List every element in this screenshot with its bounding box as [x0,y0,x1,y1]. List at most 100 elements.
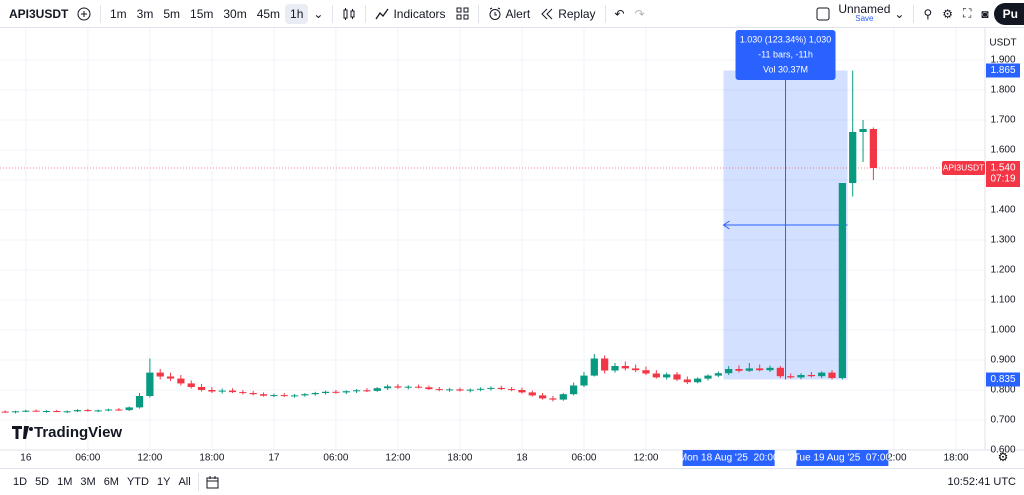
replay-button[interactable]: Replay [535,4,600,24]
interval-button[interactable]: 1m [110,6,127,21]
candle-body [352,390,361,392]
interval-button[interactable]: 1h [285,3,309,24]
candle-body [642,370,650,374]
y-tick-label: 0.800 [990,385,1015,396]
candle-body [146,372,154,396]
time-label-box [682,450,775,466]
alert-icon [489,7,500,20]
candle-body [311,393,319,395]
y-tick-label: 1.300 [990,235,1015,246]
measure-text: 1.030 (123.34%) 1,030 [740,34,832,44]
interval-menu[interactable]: ⌄ [313,6,324,21]
axis-settings[interactable]: ⚙ [998,450,1009,464]
interval-group: 1m 3m 5m 15m 30m 45m 1h [105,3,309,24]
candle-body [549,398,557,400]
range-button[interactable]: 1D [13,476,28,488]
candle-body [590,358,598,376]
range-button[interactable]: All [178,476,191,488]
measure-tooltip [735,30,836,80]
date-range-button[interactable] [203,474,222,491]
time-label-box [796,450,889,466]
grid-icon [456,7,468,20]
candle-body [580,375,588,386]
separator [100,4,101,23]
range-group: 1D 5D 1M 3M 6M YTD 1Y All [10,474,194,490]
chart-type-button[interactable] [337,4,361,24]
settings-button[interactable]: ⚙ [942,6,953,21]
candle-body [632,368,640,371]
candle-body [197,387,206,390]
symbol: API3USDT [9,6,69,21]
x-tick-label: 17 [268,453,280,464]
candle-body [104,409,113,411]
snapshot-button[interactable]: ◙ [981,6,989,21]
candle-body [218,390,226,392]
interval-button[interactable]: 45m [256,6,281,21]
candle-body [787,376,795,378]
candle-body [270,395,278,397]
candle-body [621,366,629,369]
measure-high-label-box [986,63,1020,78]
symbol-price-label: API3USDT [943,162,985,172]
x-tick-label: 18:00 [447,453,472,464]
candle-body [363,390,371,392]
bottom-bar: 1D 5D 1M 3M 6M YTD 1Y All 10:52:41 UTC [0,468,1024,495]
separator [477,4,479,23]
candle-body [135,396,144,408]
candle-body [177,378,185,384]
indicators-button[interactable]: Indicators [370,4,450,24]
interval-button[interactable]: 30m [223,6,247,21]
candle-body [838,183,846,378]
range-button[interactable]: 1Y [156,476,171,488]
publish-button[interactable]: Pu [993,2,1024,25]
candle-body [559,394,567,400]
compare-button[interactable] [72,4,96,24]
fullscreen-button[interactable]: ⛶ [963,6,972,20]
candle-body [694,378,702,383]
separator [604,4,606,23]
range-button[interactable]: 5D [35,476,50,488]
range-button[interactable]: 6M [103,476,119,488]
indicators-icon [375,8,389,19]
candle-body [828,372,836,378]
separator [332,4,334,23]
candle-body [259,394,268,396]
range-button[interactable]: 3M [80,476,96,488]
measure-low-label-box [986,372,1020,387]
replay-icon [541,8,553,19]
candle-body [73,410,82,412]
candle-body [745,368,753,371]
candle-body [487,387,495,389]
interval-button[interactable]: 15m [190,6,214,21]
layout-button[interactable]: Unnamed Save ⌄ [811,1,909,27]
candle-body [859,129,867,132]
alert-button[interactable]: Alert [483,4,536,24]
candle-body [414,386,423,388]
undo-button[interactable]: ↶ [614,6,625,21]
range-button[interactable]: YTD [126,476,149,488]
interval-button[interactable]: 5m [163,6,181,21]
candle-body [435,389,443,391]
quick-search[interactable]: ⚲ [923,6,933,21]
candle-body [332,391,340,393]
candle-body [11,411,20,413]
chart-background [0,28,1024,468]
candle-body [476,388,485,390]
range-button[interactable]: 1M [57,476,73,488]
candle-body [342,391,350,393]
y-tick-label: 1.000 [990,325,1015,336]
candle-body [208,390,216,392]
layout-icon [816,7,830,20]
candle-body [683,379,691,383]
separator [365,4,367,23]
candle-body [22,410,30,412]
templates-button[interactable] [451,4,474,23]
interval-button[interactable]: 3m [136,6,154,21]
symbol-search[interactable]: API3USDT [0,4,72,24]
candle-body [518,390,526,393]
alert-label: Alert [505,6,531,21]
candle-body [373,388,381,391]
redo-button[interactable]: ↷ [634,6,645,21]
x-tick-label: 12:00 [882,453,907,464]
indicators-label: Indicators [393,6,446,21]
